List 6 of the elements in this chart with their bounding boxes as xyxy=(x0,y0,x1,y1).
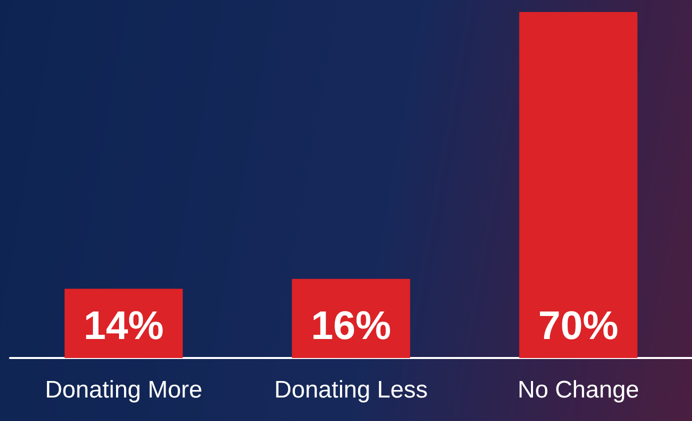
data-label: 14% xyxy=(84,304,164,348)
x-tick-label: No Change xyxy=(518,376,640,404)
data-label: 70% xyxy=(538,304,618,348)
data-label: 16% xyxy=(310,304,392,348)
x-tick-label: Donating Less xyxy=(274,376,428,404)
x-tick-label: Donating More xyxy=(44,376,202,404)
